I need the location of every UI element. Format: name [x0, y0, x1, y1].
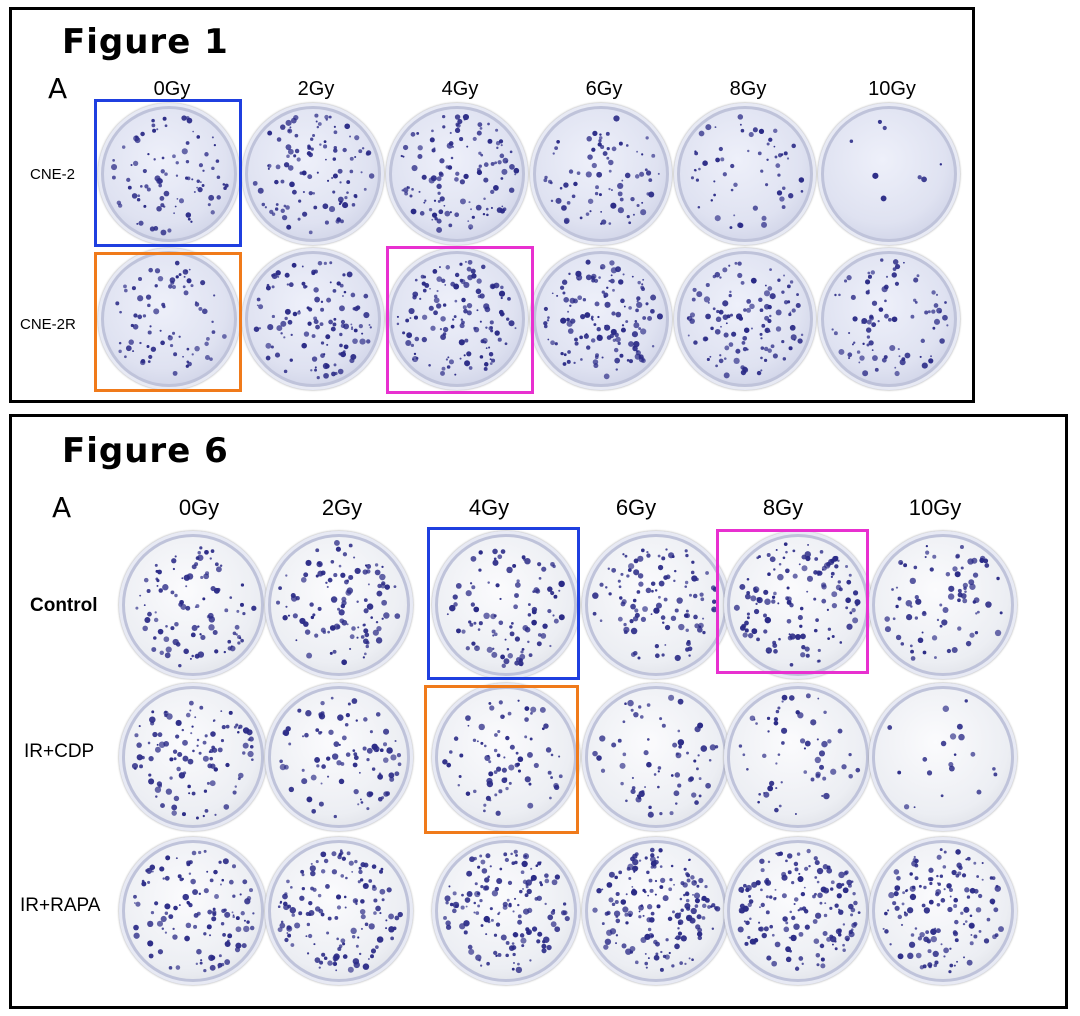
f6-col-2gy: 2Gy	[321, 495, 363, 520]
petri-dish	[432, 837, 580, 985]
f6-row-control: Control	[30, 595, 98, 616]
f6-col-4gy: 4Gy	[468, 495, 510, 520]
figure-1-panel-label: A	[48, 72, 68, 105]
f6-col-8gy: 8Gy	[762, 495, 804, 520]
figure-6-panel-label: A	[52, 491, 72, 524]
f1-col-6gy: 6Gy	[585, 78, 623, 100]
petri-dish	[432, 683, 580, 831]
petri-dish	[530, 248, 672, 390]
petri-dish	[530, 103, 672, 245]
petri-dish	[582, 837, 730, 985]
petri-dish	[386, 103, 528, 245]
petri-dish	[98, 248, 240, 390]
f6-col-10gy: 10Gy	[908, 495, 962, 520]
petri-dish	[869, 531, 1017, 679]
f6-row-ir-cdp: IR+CDP	[24, 741, 95, 762]
petri-dish	[582, 531, 730, 679]
highlight-box-blue	[427, 527, 580, 680]
f1-col-8gy: 8Gy	[729, 78, 767, 100]
figure-6-panel: Figure 6 A 0Gy 2Gy 4Gy 6Gy 8Gy 10Gy Cont…	[9, 414, 1068, 1009]
petri-dish	[724, 837, 872, 985]
petri-dish	[265, 683, 413, 831]
petri-dish	[265, 837, 413, 985]
figure-6-title: Figure 6	[62, 431, 229, 471]
f1-col-0gy: 0Gy	[153, 78, 191, 100]
petri-dish	[818, 103, 960, 245]
highlight-box-blue	[94, 99, 242, 247]
f1-col-2gy: 2Gy	[297, 78, 335, 100]
f1-row-cne2: CNE-2	[30, 166, 76, 183]
petri-dish	[386, 248, 528, 390]
petri-dish	[265, 531, 413, 679]
petri-dish	[119, 531, 267, 679]
petri-dish	[724, 531, 872, 679]
figure-1-panel: Figure 1 A 0Gy 2Gy 4Gy 6Gy 8Gy 10Gy CNE-…	[9, 7, 975, 403]
highlight-box-orange	[424, 685, 579, 834]
petri-dish	[674, 103, 816, 245]
f6-row-ir-rapa: IR+RAPA	[20, 895, 101, 916]
petri-dish	[818, 248, 960, 390]
petri-dish	[674, 248, 816, 390]
f1-row-cne2r: CNE-2R	[20, 316, 76, 333]
petri-dish	[242, 248, 384, 390]
petri-dish	[242, 103, 384, 245]
f6-col-6gy: 6Gy	[615, 495, 657, 520]
petri-dish	[432, 531, 580, 679]
petri-dish	[98, 103, 240, 245]
highlight-box-orange	[94, 252, 242, 392]
petri-dish	[869, 683, 1017, 831]
highlight-box-magenta	[716, 529, 869, 674]
f6-col-0gy: 0Gy	[178, 495, 220, 520]
petri-dish	[582, 683, 730, 831]
petri-dish	[119, 837, 267, 985]
petri-dish	[869, 837, 1017, 985]
f1-col-4gy: 4Gy	[441, 78, 479, 100]
highlight-box-magenta	[386, 246, 534, 394]
petri-dish	[724, 683, 872, 831]
petri-dish	[119, 683, 267, 831]
f1-col-10gy: 10Gy	[868, 78, 916, 100]
figure-1-title: Figure 1	[62, 22, 229, 62]
